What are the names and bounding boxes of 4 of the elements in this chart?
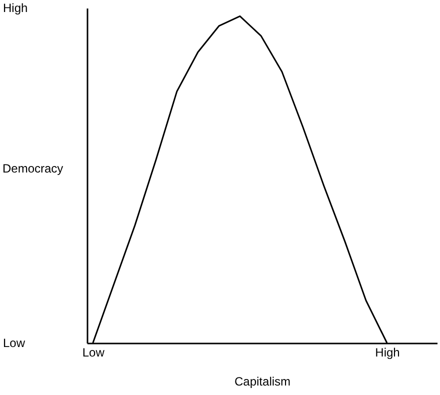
text: Low [3, 336, 26, 350]
y-axis-title: Democracy [2, 162, 64, 176]
text: High [3, 1, 28, 15]
x-axis-title: Capitalism [234, 374, 291, 388]
